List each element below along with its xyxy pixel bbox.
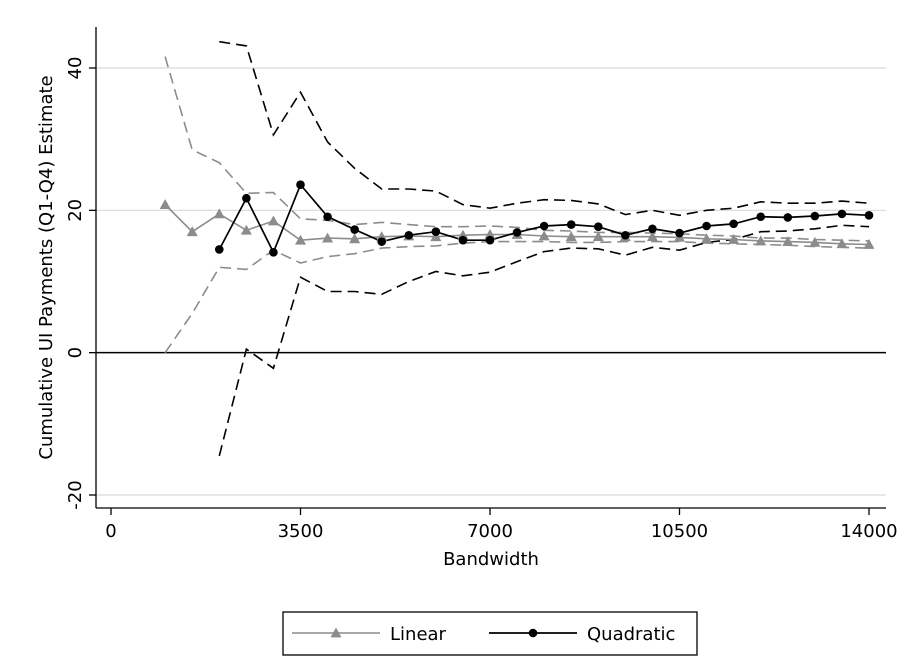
quadratic-point bbox=[756, 212, 766, 222]
linear-point bbox=[295, 234, 306, 245]
y-tick-label: 40 bbox=[65, 57, 86, 80]
axes: -20 0 20 40 0 3500 7000 10500 14000 bbox=[65, 27, 898, 542]
quadratic-point bbox=[621, 230, 630, 240]
x-axis-title: Bandwidth bbox=[443, 549, 539, 570]
linear-point bbox=[565, 231, 577, 242]
x-tick-label: 0 bbox=[105, 521, 116, 542]
gridlines bbox=[96, 67, 886, 496]
linear-point bbox=[186, 226, 198, 237]
linear-point bbox=[592, 231, 604, 242]
linear-point bbox=[728, 234, 740, 244]
series-markers bbox=[159, 180, 875, 257]
legend-linear-label: Linear bbox=[390, 624, 447, 645]
x-tick-label: 3500 bbox=[278, 521, 324, 542]
linear-point bbox=[430, 231, 442, 242]
legend: Linear Quadratic bbox=[282, 611, 698, 656]
quadratic-point bbox=[350, 225, 359, 234]
quadratic-point bbox=[648, 224, 657, 234]
legend-linear-marker bbox=[330, 627, 342, 638]
quadratic-point bbox=[566, 220, 576, 229]
linear-point bbox=[646, 231, 658, 242]
quadratic-point bbox=[810, 211, 820, 221]
quadratic-point bbox=[539, 221, 549, 231]
quadratic-point bbox=[269, 248, 278, 257]
quadratic-point bbox=[214, 245, 224, 254]
quadratic-point bbox=[512, 228, 522, 237]
quadratic-point bbox=[675, 228, 684, 238]
quadratic-point bbox=[729, 219, 738, 229]
linear-point bbox=[240, 224, 252, 235]
linear-point bbox=[809, 236, 821, 247]
quadratic-point bbox=[783, 213, 793, 222]
quadratic-point bbox=[377, 237, 387, 246]
quadratic-point bbox=[296, 180, 305, 190]
quadratic-point bbox=[864, 211, 874, 220]
y-tick-label: 0 bbox=[65, 347, 86, 358]
linear-ci-lower-line bbox=[164, 240, 870, 354]
linear-point bbox=[213, 208, 225, 219]
quadratic-point bbox=[323, 212, 332, 222]
quadratic-ci-lower-line bbox=[218, 224, 870, 457]
quadratic-point bbox=[837, 209, 847, 219]
y-tick-label: 20 bbox=[65, 199, 86, 222]
linear-ci-upper-line bbox=[164, 56, 870, 242]
quadratic-point bbox=[404, 230, 414, 240]
legend-quadratic-marker bbox=[528, 628, 538, 638]
linear-point bbox=[159, 199, 171, 210]
linear-point bbox=[322, 232, 334, 243]
linear-point bbox=[836, 238, 848, 249]
x-tick-label: 7000 bbox=[467, 521, 513, 542]
quadratic-point bbox=[242, 193, 251, 203]
linear-point bbox=[863, 238, 875, 249]
legend-quadratic-label: Quadratic bbox=[587, 624, 675, 645]
y-tick-label: -20 bbox=[65, 480, 86, 509]
linear-point bbox=[782, 236, 794, 247]
quadratic-point bbox=[702, 221, 711, 231]
linear-point bbox=[701, 233, 713, 244]
linear-point bbox=[484, 229, 496, 239]
y-axis-title: Cumulative UI Payments (Q1-Q4) Estimate bbox=[36, 75, 57, 459]
linear-point bbox=[267, 215, 279, 226]
x-tick-label: 14000 bbox=[840, 521, 897, 542]
quadratic-point bbox=[593, 222, 603, 232]
linear-point bbox=[349, 233, 361, 244]
linear-point bbox=[755, 235, 767, 246]
linear-point bbox=[538, 230, 550, 241]
x-tick-label: 10500 bbox=[651, 521, 708, 542]
quadratic-point bbox=[485, 235, 495, 245]
quadratic-point bbox=[458, 235, 468, 245]
confidence-bands bbox=[164, 40, 870, 457]
quadratic-point bbox=[431, 227, 441, 236]
quadratic-ci-upper-line bbox=[219, 40, 870, 217]
